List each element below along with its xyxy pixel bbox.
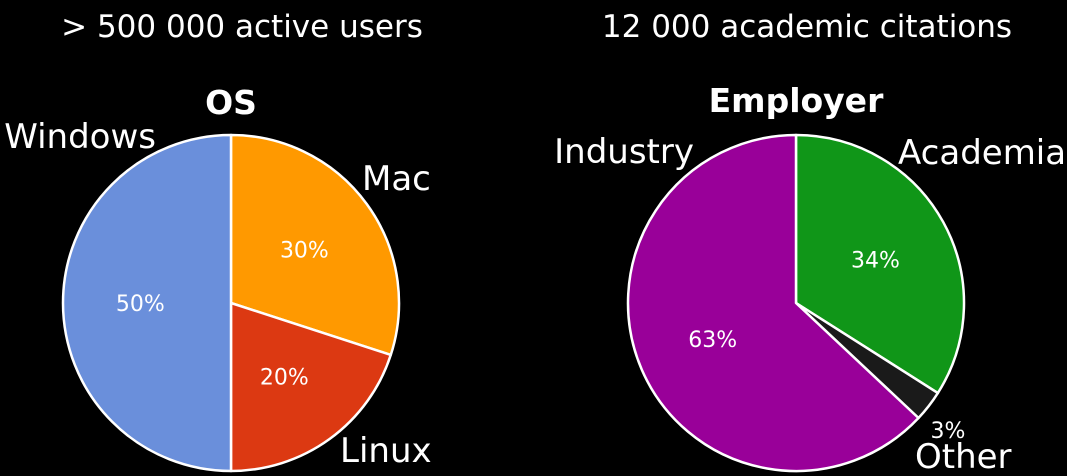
os-value-label-windows: 50% — [116, 292, 165, 317]
os-slice-linux — [229, 301, 393, 473]
users-headline: > 500 000 active users — [61, 9, 423, 45]
os-chart-title: OS — [205, 83, 257, 122]
employer-value-label-other: 3% — [931, 419, 966, 444]
os-value-label-linux: 20% — [260, 365, 309, 390]
employer-chart-title: Employer — [709, 81, 884, 120]
employer-category-label-academia: Academia — [898, 133, 1066, 173]
employer-pie-chart: Employer 34% 3% 63% Academia Other Industry — [554, 81, 1066, 476]
os-value-label-mac: 30% — [280, 239, 329, 264]
os-slice-mac — [229, 133, 401, 357]
os-slice-windows — [61, 133, 233, 473]
os-category-label-mac: Mac — [362, 159, 431, 199]
os-category-label-linux: Linux — [340, 431, 432, 471]
employer-category-label-industry: Industry — [554, 132, 694, 172]
citations-headline: 12 000 academic citations — [602, 9, 1012, 45]
employer-slice-industry — [626, 133, 920, 473]
employer-value-label-industry: 63% — [688, 328, 737, 353]
os-category-label-windows: Windows — [4, 117, 156, 157]
employer-category-label-other: Other — [915, 437, 1012, 476]
os-pie-chart: OS 30% 20% 50% Mac Linux Windows — [4, 83, 432, 473]
employer-value-label-academia: 34% — [851, 248, 900, 273]
